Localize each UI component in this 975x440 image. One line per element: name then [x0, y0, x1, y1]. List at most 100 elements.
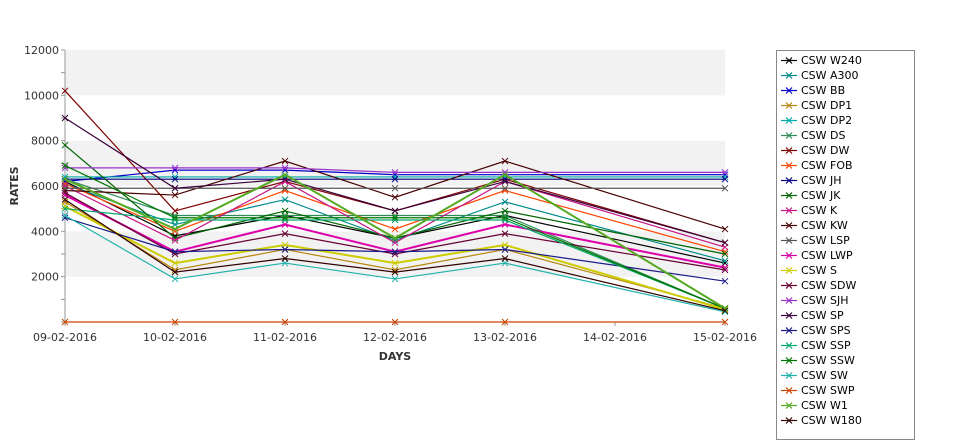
data-point [501, 230, 509, 237]
y-tick-label: 2000 [31, 271, 59, 284]
data-point [391, 268, 399, 276]
data-point [721, 225, 729, 233]
series-line [64, 180, 726, 248]
series-line [64, 214, 726, 313]
data-point [501, 246, 509, 253]
data-point [391, 259, 399, 267]
data-point [171, 248, 179, 256]
legend-item: CSW SWP [777, 383, 914, 398]
legend-marker-icon [781, 147, 797, 154]
data-point [61, 189, 69, 197]
series-line [64, 194, 726, 269]
legend-marker-icon [781, 387, 797, 394]
x-axis-ticks: 09-02-2016 10-02-2016 11-02-2016 12-02-2016… [33, 322, 757, 344]
data-point [171, 268, 179, 276]
x-tick-label: 11-02-2016 [253, 331, 317, 344]
series-line [64, 117, 726, 244]
legend-marker-icon [781, 252, 797, 259]
data-point [391, 193, 399, 201]
grid-band [65, 186, 725, 232]
legend-label: CSW JH [801, 174, 842, 187]
series-23 [61, 318, 729, 326]
data-point [281, 164, 289, 172]
legend-label: CSW FOB [801, 159, 853, 172]
legend-marker-icon [781, 282, 797, 289]
y-axis-title: RATES [8, 166, 21, 205]
data-point [391, 225, 399, 233]
legend-item: CSW LWP [777, 248, 914, 263]
data-point [721, 184, 729, 192]
legend-item: CSW W240 [777, 53, 914, 68]
data-point [721, 277, 729, 285]
data-point [501, 169, 509, 176]
legend-item: CSW FOB [777, 158, 914, 173]
data-point [391, 275, 399, 283]
series-17 [61, 164, 729, 176]
y-axis-ticks: 2000 4000 6000 8000 10000 12000 [24, 44, 65, 323]
legend-marker-icon [781, 297, 797, 304]
legend-marker-icon [781, 372, 797, 379]
data-point [391, 234, 399, 242]
legend-label: CSW BB [801, 84, 846, 97]
legend-label: CSW DW [801, 144, 850, 157]
legend-item: CSW S [777, 263, 914, 278]
legend-marker-icon [781, 177, 797, 184]
series-lines [61, 87, 729, 326]
legend-label: CSW W180 [801, 414, 862, 427]
series-line [64, 173, 726, 310]
data-point [171, 318, 179, 326]
data-point [171, 175, 179, 183]
data-point [721, 318, 729, 326]
legend-item: CSW SSW [777, 353, 914, 368]
legend-label: CSW W240 [801, 54, 862, 67]
data-point [501, 214, 509, 222]
legend-marker-icon [781, 237, 797, 244]
data-point [391, 214, 399, 222]
legend-label: CSW SSP [801, 339, 851, 352]
data-point [501, 255, 509, 262]
legend-label: CSW K [801, 204, 838, 217]
data-point [721, 266, 729, 274]
data-point [281, 246, 289, 253]
data-point [61, 162, 69, 169]
data-point [61, 196, 69, 203]
data-point [721, 175, 729, 183]
data-point [61, 164, 69, 172]
data-point [501, 198, 509, 206]
legend-marker-icon [781, 87, 797, 94]
data-point [721, 307, 729, 315]
legend-item: CSW SDW [777, 278, 914, 293]
legend-item: CSW DP1 [777, 98, 914, 113]
legend-marker-icon [781, 402, 797, 409]
legend-label: CSW DS [801, 129, 846, 142]
y-tick-label: 8000 [31, 135, 59, 148]
data-point [171, 184, 179, 192]
line-chart: 2000 4000 6000 8000 10000 12000 09-02-2016 10-… [8, 44, 757, 363]
legend-item: CSW SJH [777, 293, 914, 308]
legend-label: CSW DP1 [801, 99, 853, 112]
legend-label: CSW SPS [801, 324, 851, 337]
series-line [64, 205, 726, 311]
legend-marker-icon [781, 117, 797, 124]
series-24 [61, 171, 729, 312]
data-point [281, 214, 289, 222]
grid-band [65, 95, 725, 141]
legend-marker-icon [781, 102, 797, 109]
data-point [391, 237, 399, 244]
data-point [281, 196, 289, 203]
data-point [171, 275, 179, 283]
legend-item: CSW BB [777, 83, 914, 98]
data-point [281, 207, 289, 215]
series-line [64, 201, 726, 309]
grid-band [65, 140, 725, 186]
legend-item: CSW LSP [777, 233, 914, 248]
x-tick-label: 15-02-2016 [693, 331, 757, 344]
grid-band [65, 276, 725, 322]
data-point [171, 237, 179, 244]
data-point [391, 175, 399, 183]
legend-label: CSW KW [801, 219, 848, 232]
data-point [171, 227, 179, 235]
series-line [64, 165, 726, 309]
legend-label: CSW LWP [801, 249, 853, 262]
data-point [61, 114, 69, 122]
